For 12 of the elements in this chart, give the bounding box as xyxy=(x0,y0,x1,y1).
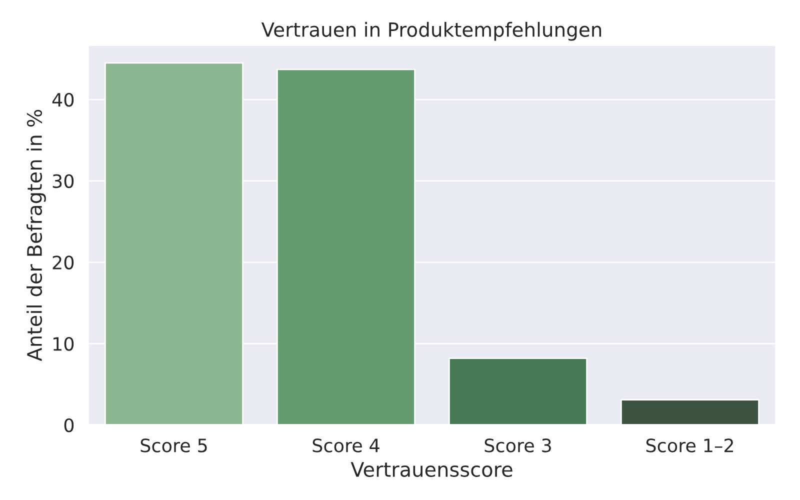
x-tick-label: Score 4 xyxy=(312,438,380,452)
y-tick-label: 30 xyxy=(52,174,74,188)
x-axis-title: Vertrauensscore xyxy=(350,462,512,477)
x-tick-label: Score 3 xyxy=(484,438,551,452)
y-tick-label: 20 xyxy=(52,256,74,270)
chart-title: Vertrauen in Produktempfehlungen xyxy=(261,22,602,41)
y-tick-label: 10 xyxy=(53,336,74,351)
x-tick-label: Score 1–2 xyxy=(646,438,733,452)
y-tick-label: 0 xyxy=(64,418,74,432)
y-axis-title: Anteil der Befragten in % xyxy=(26,110,46,362)
x-tick-label: Score 5 xyxy=(140,438,207,452)
y-tick-label: 40 xyxy=(52,92,74,107)
